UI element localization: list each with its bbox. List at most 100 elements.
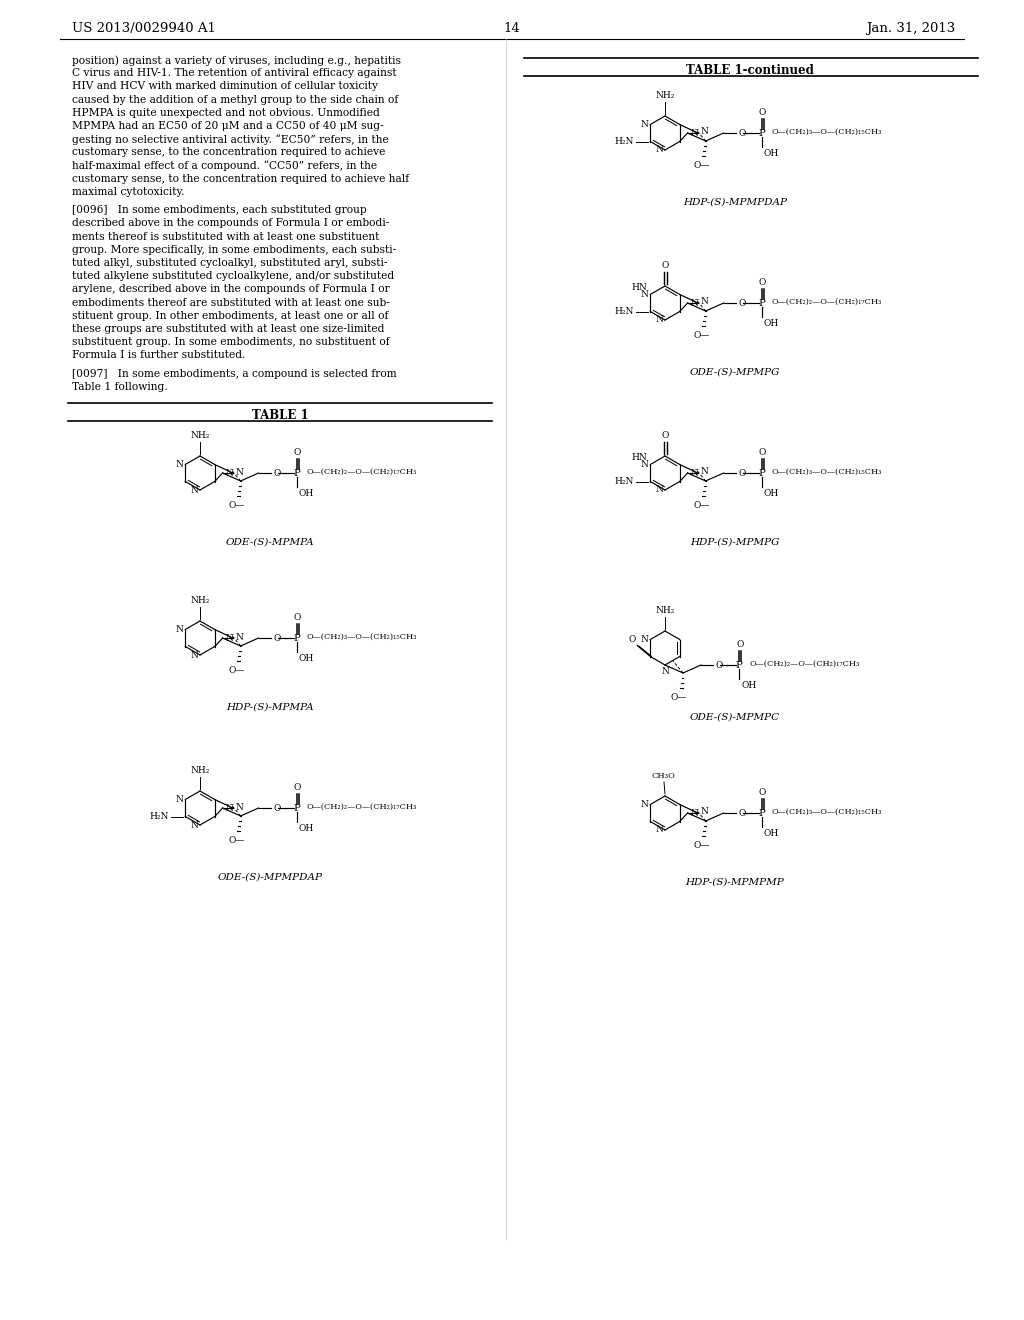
Text: N: N (655, 315, 663, 325)
Text: HPMPA is quite unexpected and not obvious. Unmodified: HPMPA is quite unexpected and not obviou… (72, 108, 380, 117)
Text: O: O (716, 660, 723, 669)
Text: N: N (700, 297, 709, 306)
Text: position) against a variety of viruses, including e.g., hepatitis: position) against a variety of viruses, … (72, 55, 401, 66)
Text: O: O (662, 432, 669, 440)
Text: O—: O— (671, 693, 687, 702)
Text: MPMPA had an EC50 of 20 μM and a CC50 of 40 μM sug-: MPMPA had an EC50 of 20 μM and a CC50 of… (72, 121, 384, 131)
Text: N: N (655, 486, 663, 495)
Text: arylene, described above in the compounds of Formula I or: arylene, described above in the compound… (72, 284, 390, 294)
Text: N: N (690, 469, 698, 478)
Text: N: N (655, 145, 663, 154)
Text: P: P (293, 804, 300, 813)
Text: O: O (738, 808, 746, 817)
Text: P: P (293, 469, 300, 478)
Text: N: N (236, 803, 244, 812)
Text: N: N (640, 459, 648, 469)
Text: N: N (225, 469, 233, 478)
Text: TABLE 1-continued: TABLE 1-continued (686, 63, 814, 77)
Text: caused by the addition of a methyl group to the side chain of: caused by the addition of a methyl group… (72, 95, 398, 104)
Text: O: O (273, 634, 281, 643)
Text: N: N (175, 795, 183, 804)
Text: O: O (738, 298, 746, 308)
Text: ODE-(S)-MPMPA: ODE-(S)-MPMPA (225, 539, 314, 546)
Text: Formula I is further substituted.: Formula I is further substituted. (72, 350, 246, 360)
Text: [0097]   In some embodiments, a compound is selected from: [0097] In some embodiments, a compound i… (72, 368, 396, 379)
Text: P: P (758, 128, 765, 137)
Text: O: O (662, 261, 669, 271)
Text: maximal cytotoxicity.: maximal cytotoxicity. (72, 187, 184, 197)
Text: P: P (758, 808, 765, 817)
Text: H₂N: H₂N (614, 308, 634, 315)
Text: NH₂: NH₂ (190, 432, 210, 440)
Text: substituent group. In some embodiments, no substituent of: substituent group. In some embodiments, … (72, 337, 389, 347)
Text: HDP-(S)-MPMPA: HDP-(S)-MPMPA (226, 704, 313, 711)
Text: N: N (655, 825, 663, 834)
Text: O: O (759, 447, 766, 457)
Text: gesting no selective antiviral activity. “EC50” refers, in the: gesting no selective antiviral activity.… (72, 135, 389, 145)
Text: O: O (738, 469, 746, 478)
Text: CH₃O: CH₃O (651, 772, 675, 780)
Text: O: O (738, 128, 746, 137)
Text: HDP-(S)-MPMPDAP: HDP-(S)-MPMPDAP (683, 198, 787, 207)
Text: OH: OH (764, 488, 779, 498)
Text: O—(CH₂)₃—O—(CH₂)₁₅CH₃: O—(CH₂)₃—O—(CH₂)₁₅CH₃ (772, 808, 882, 816)
Text: described above in the compounds of Formula I or embodi-: described above in the compounds of Form… (72, 218, 389, 228)
Text: N: N (175, 459, 183, 469)
Text: TABLE 1: TABLE 1 (252, 409, 308, 422)
Text: NH₂: NH₂ (655, 91, 675, 100)
Text: Jan. 31, 2013: Jan. 31, 2013 (865, 22, 955, 36)
Text: stituent group. In other embodiments, at least one or all of: stituent group. In other embodiments, at… (72, 310, 388, 321)
Text: O—(CH₂)₃—O—(CH₂)₁₅CH₃: O—(CH₂)₃—O—(CH₂)₁₅CH₃ (772, 469, 882, 477)
Text: O—(CH₂)₂—O—(CH₂)₁₇CH₃: O—(CH₂)₂—O—(CH₂)₁₇CH₃ (772, 298, 882, 306)
Text: N: N (190, 651, 198, 660)
Text: these groups are substituted with at least one size-limited: these groups are substituted with at lea… (72, 323, 384, 334)
Text: O—: O— (693, 502, 710, 510)
Text: OH: OH (764, 149, 779, 158)
Text: OH: OH (299, 653, 314, 663)
Text: N: N (236, 632, 244, 642)
Text: ments thereof is substituted with at least one substituent: ments thereof is substituted with at lea… (72, 231, 379, 242)
Text: HIV and HCV with marked diminution of cellular toxicity: HIV and HCV with marked diminution of ce… (72, 82, 378, 91)
Text: N: N (175, 624, 183, 634)
Text: C virus and HIV-1. The retention of antiviral efficacy against: C virus and HIV-1. The retention of anti… (72, 69, 396, 78)
Text: O—(CH₂)₂—O—(CH₂)₁₇CH₃: O—(CH₂)₂—O—(CH₂)₁₇CH₃ (306, 803, 417, 810)
Text: P: P (758, 298, 765, 308)
Text: P: P (293, 634, 300, 643)
Text: NH₂: NH₂ (655, 606, 675, 615)
Text: O—: O— (228, 502, 245, 510)
Text: tuted alkylene substituted cycloalkylene, and/or substituted: tuted alkylene substituted cycloalkylene… (72, 271, 394, 281)
Text: H₂N: H₂N (614, 477, 634, 486)
Text: OH: OH (764, 829, 779, 838)
Text: O—: O— (228, 667, 245, 675)
Text: N: N (700, 467, 709, 477)
Text: half-maximal effect of a compound. “CC50” refers, in the: half-maximal effect of a compound. “CC50… (72, 161, 377, 172)
Text: N: N (700, 128, 709, 136)
Text: N: N (225, 634, 233, 643)
Text: N: N (640, 635, 648, 644)
Text: ODE-(S)-MPMPC: ODE-(S)-MPMPC (690, 713, 780, 722)
Text: N: N (690, 298, 698, 308)
Text: HDP-(S)-MPMPG: HDP-(S)-MPMPG (690, 539, 779, 546)
Text: N: N (225, 804, 233, 813)
Text: customary sense, to the concentration required to achieve half: customary sense, to the concentration re… (72, 174, 410, 183)
Text: O—(CH₂)₂—O—(CH₂)₁₇CH₃: O—(CH₂)₂—O—(CH₂)₁₇CH₃ (306, 469, 417, 477)
Text: customary sense, to the concentration required to achieve: customary sense, to the concentration re… (72, 148, 385, 157)
Text: N: N (690, 808, 698, 817)
Text: H₂N: H₂N (614, 137, 634, 147)
Text: N: N (640, 120, 648, 129)
Text: HN: HN (632, 454, 647, 462)
Text: N: N (236, 467, 244, 477)
Text: [0096]   In some embodiments, each substituted group: [0096] In some embodiments, each substit… (72, 205, 367, 215)
Text: Table 1 following.: Table 1 following. (72, 381, 168, 392)
Text: O—: O— (693, 161, 710, 170)
Text: O: O (759, 108, 766, 117)
Text: P: P (758, 469, 765, 478)
Text: O: O (273, 469, 281, 478)
Text: O: O (736, 640, 743, 649)
Text: N: N (690, 128, 698, 137)
Text: O—: O— (693, 331, 710, 341)
Text: OH: OH (299, 488, 314, 498)
Text: O: O (759, 788, 766, 797)
Text: O: O (759, 279, 766, 286)
Text: N: N (700, 808, 709, 817)
